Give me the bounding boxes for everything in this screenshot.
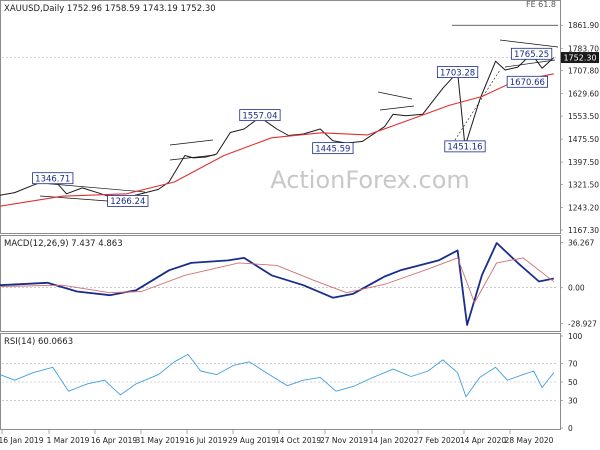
price-callout: 1451.16 (444, 140, 486, 153)
y-tick-label: -28.927 (568, 320, 597, 329)
macd-panel-title: MACD(12,26,9) 7.437 4.863 (4, 239, 123, 249)
x-tick-label: 31 May 2019 (136, 436, 185, 445)
price-panel-title: XAUUSD,Daily 1752.96 1758.59 1743.19 175… (4, 4, 216, 14)
price-panel-frame (0, 0, 561, 234)
current-price-value: 1752.30 (563, 54, 596, 63)
callout-box (444, 140, 486, 153)
price-callout: 1266.24 (107, 195, 149, 207)
x-tick-label: 29 Aug 2019 (228, 436, 276, 445)
trend-line (454, 69, 501, 141)
series-lines (0, 53, 555, 398)
callout-label: 1266.24 (110, 197, 145, 207)
price-callout: 1445.59 (312, 142, 354, 155)
y-tick-label: 1167.30 (568, 226, 599, 235)
y-tick-label: 30 (568, 396, 578, 405)
price-series-line (0, 53, 555, 201)
ma-series-line (0, 73, 554, 207)
price-callout: 1703.28 (436, 66, 479, 78)
callout-label: 1703.28 (440, 68, 475, 78)
trend-line (169, 139, 214, 146)
fib-extension-label: FE 61.8 (526, 0, 556, 9)
x-tick-label: 16 Jul 2019 (185, 436, 228, 445)
y-tick-label: 1861.90 (568, 21, 599, 30)
macd-series-line (0, 242, 554, 326)
x-tick-label: 14 Oct 2019 (275, 436, 322, 445)
y-tick-label: 1475.50 (568, 135, 599, 144)
callout-label: 1346.71 (35, 174, 70, 184)
rsi-series-line (0, 353, 555, 398)
y-tick-label: 70 (568, 360, 578, 369)
x-tick-label: 16 Jan 2019 (0, 436, 44, 445)
price-callout: 1765.25 (510, 47, 553, 60)
y-tick-label: 0 (568, 424, 573, 433)
callout-box (107, 195, 149, 207)
rsi-panel-frame (0, 333, 561, 430)
callout-box (312, 142, 354, 155)
callout-label: 1557.04 (242, 111, 277, 121)
x-tick-label: 14 Jan 2020 (369, 436, 414, 445)
y-tick-label: 1553.50 (568, 112, 599, 121)
y-tick-label: 0.00 (568, 284, 585, 293)
trend-line (504, 59, 556, 68)
callout-box (239, 109, 281, 122)
trend-line (499, 39, 559, 48)
price-callouts: 1346.71 1266.24 1557.04 1445.59 1703.28 1451.… (32, 47, 553, 207)
y-tick-label: 1397.50 (568, 158, 599, 167)
y-tick-label: 1629.60 (568, 90, 599, 99)
y-tick-label: 100 (568, 332, 583, 341)
x-tick-label: 27 Nov 2019 (320, 436, 368, 445)
price-callout: 1670.66 (506, 75, 548, 88)
trend-line (377, 91, 413, 100)
reference-lines (2, 24, 558, 401)
x-tick-label: 16 Apr 2019 (91, 436, 138, 445)
callout-box (506, 75, 548, 88)
x-tick-label: 14 Apr 2020 (460, 436, 507, 445)
callout-box (32, 172, 74, 185)
y-tick-label: 1243.20 (568, 204, 599, 213)
callout-label: 1765.25 (514, 50, 549, 60)
trend-line (379, 105, 415, 111)
trend-line (39, 182, 146, 193)
y-tick-label: 1707.80 (568, 67, 599, 76)
rsi-panel-title: RSI(14) 60.0663 (4, 337, 73, 347)
price-callout: 1346.71 (32, 172, 74, 185)
x-tick-label: 27 Feb 2020 (414, 436, 461, 445)
y-tick-label: 1783.70 (568, 44, 599, 53)
callout-label: 1670.66 (510, 78, 545, 88)
callout-box (436, 66, 479, 78)
y-axis-labels: 1861.90 1783.70 1707.80 1629.60 1553.50 1475.… (560, 21, 599, 433)
current-price-tag (561, 52, 599, 64)
callout-label: 1445.59 (315, 144, 350, 154)
y-tick-label: 50 (568, 378, 578, 387)
signal-series-line (0, 257, 555, 304)
callout-label: 1451.16 (447, 143, 482, 153)
callout-box (510, 47, 553, 60)
watermark: ActionForex.com (270, 166, 470, 194)
x-tick-label: 1 Mar 2019 (47, 436, 90, 445)
macd-panel-frame (0, 235, 561, 332)
y-tick-label: 36.267 (568, 239, 594, 248)
y-tick-label: 1321.50 (568, 181, 599, 190)
price-callout: 1557.04 (239, 109, 281, 122)
x-tick-label: 28 May 2020 (505, 436, 554, 445)
